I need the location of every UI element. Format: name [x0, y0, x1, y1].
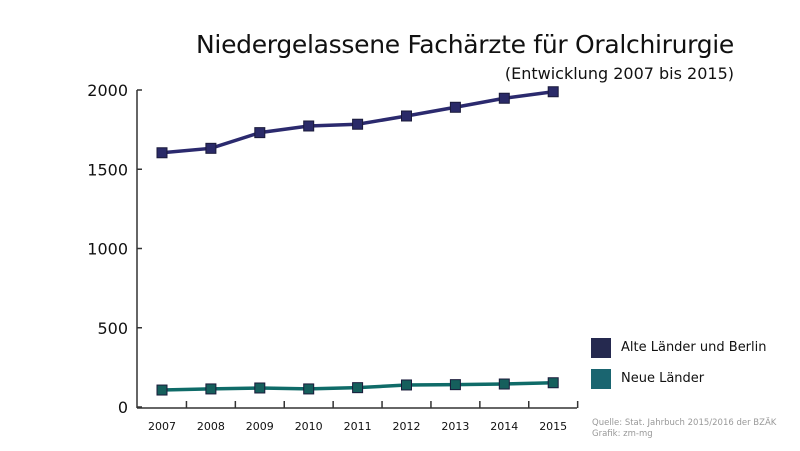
x-tick-label: 2009 — [246, 420, 274, 433]
data-point — [205, 142, 217, 154]
data-point — [449, 379, 461, 391]
data-point — [156, 147, 168, 159]
data-point — [401, 379, 412, 391]
y-tick-label: 500 — [97, 319, 128, 338]
data-point — [205, 383, 217, 395]
data-point — [352, 118, 364, 130]
data-point — [352, 382, 364, 394]
data-point — [303, 383, 315, 395]
legend-label: Alte Länder und Berlin — [621, 340, 767, 355]
y-tick-label: 1000 — [87, 240, 128, 259]
chart-title: Niedergelassene Fachärzte für Oralchirur… — [196, 30, 734, 59]
x-tick-label: 2012 — [393, 420, 421, 433]
data-point — [401, 110, 412, 122]
y-tick-label: 1500 — [87, 160, 128, 179]
legend-item-neue-laender: Neue Länder — [591, 368, 704, 389]
x-tick-label: 2011 — [344, 420, 372, 433]
data-point — [254, 127, 266, 139]
legend-swatch — [591, 368, 611, 389]
x-tick-label: 2015 — [539, 420, 567, 433]
data-point — [498, 378, 510, 390]
x-tick-label: 2013 — [441, 420, 469, 433]
data-point — [547, 86, 559, 98]
data-point — [303, 120, 315, 132]
source-line: Quelle: Stat. Jahrbuch 2015/2016 der BZÄ… — [592, 418, 777, 428]
y-tick-label: 0 — [118, 398, 128, 417]
legend-label: Neue Länder — [621, 371, 705, 386]
data-point — [449, 101, 461, 113]
x-tick-label: 2007 — [148, 420, 176, 433]
data-point — [156, 384, 168, 396]
source-note: Quelle: Stat. Jahrbuch 2015/2016 der BZÄ… — [592, 418, 776, 440]
data-point — [254, 382, 266, 394]
data-point — [547, 377, 559, 389]
chart-subtitle: (Entwicklung 2007 bis 2015) — [504, 64, 734, 83]
y-tick-label: 2000 — [87, 81, 128, 100]
legend-item-alte-laender: Alte Länder und Berlin — [591, 337, 767, 358]
x-tick-label: 2010 — [295, 420, 323, 433]
x-tick-label: 2008 — [197, 420, 225, 433]
data-point — [498, 92, 510, 104]
x-tick-label: 2014 — [490, 420, 518, 433]
legend-swatch — [591, 337, 611, 358]
credit-line: Grafik: zm-mg — [592, 429, 653, 439]
